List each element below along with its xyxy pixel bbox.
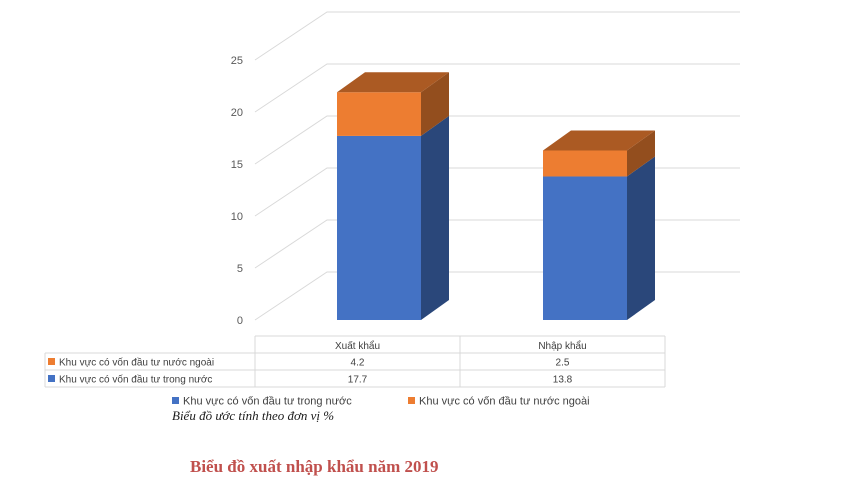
table-cell-value: 2.5: [556, 358, 570, 369]
gridline-0: [254, 271, 740, 321]
y-tick-label: 0: [237, 315, 243, 327]
legend-label: Khu vực có vốn đầu tư nước ngoài: [419, 396, 590, 408]
table-cell-value: 17.7: [348, 375, 368, 386]
table-cell-value: 13.8: [553, 375, 573, 386]
legend-key: [172, 397, 179, 404]
data-table: Xuất khẩu Nhập khẩu Khu vực có vốn đầu tư …: [44, 335, 666, 388]
gridline-15: [254, 115, 740, 165]
bar-segment: [337, 72, 449, 136]
gridline-10: [254, 167, 740, 217]
bar-segment: [543, 156, 655, 320]
table-row-label: Khu vực có vốn đầu tư trong nước: [59, 374, 212, 386]
legend-label: Khu vực có vốn đầu tư trong nước: [183, 396, 352, 408]
legend-key: [408, 397, 415, 404]
bars: [337, 72, 655, 320]
gridline-20: [254, 63, 740, 113]
table-legend-key: [48, 358, 55, 365]
x-tick-label: Xuất khẩu: [335, 340, 380, 352]
gridlines: [254, 11, 740, 321]
bar-segment: [543, 130, 655, 177]
y-tick-label: 25: [231, 55, 243, 67]
table-legend-key: [48, 375, 55, 382]
y-tick-label: 20: [231, 107, 243, 119]
gridline-25: [254, 11, 740, 61]
x-tick-label: Nhập khẩu: [538, 340, 586, 352]
y-tick-label: 5: [237, 263, 243, 275]
y-tick-label: 15: [231, 159, 243, 171]
bar-segment: [337, 115, 449, 320]
legend: Khu vực có vốn đầu tư trong nước Khu vực …: [172, 396, 590, 408]
table-cell-value: 4.2: [351, 358, 365, 369]
figure-caption: Biểu đồ xuất nhập khẩu năm 2019: [190, 457, 439, 476]
y-tick-label: 10: [231, 211, 243, 223]
gridline-5: [254, 219, 740, 269]
table-row-label: Khu vực có vốn đầu tư nước ngoài: [59, 357, 214, 369]
unit-note: Biểu đồ ước tính theo đơn vị %: [172, 408, 335, 423]
y-axis-tick-labels: 0 5 10 15 20 25: [231, 55, 243, 327]
